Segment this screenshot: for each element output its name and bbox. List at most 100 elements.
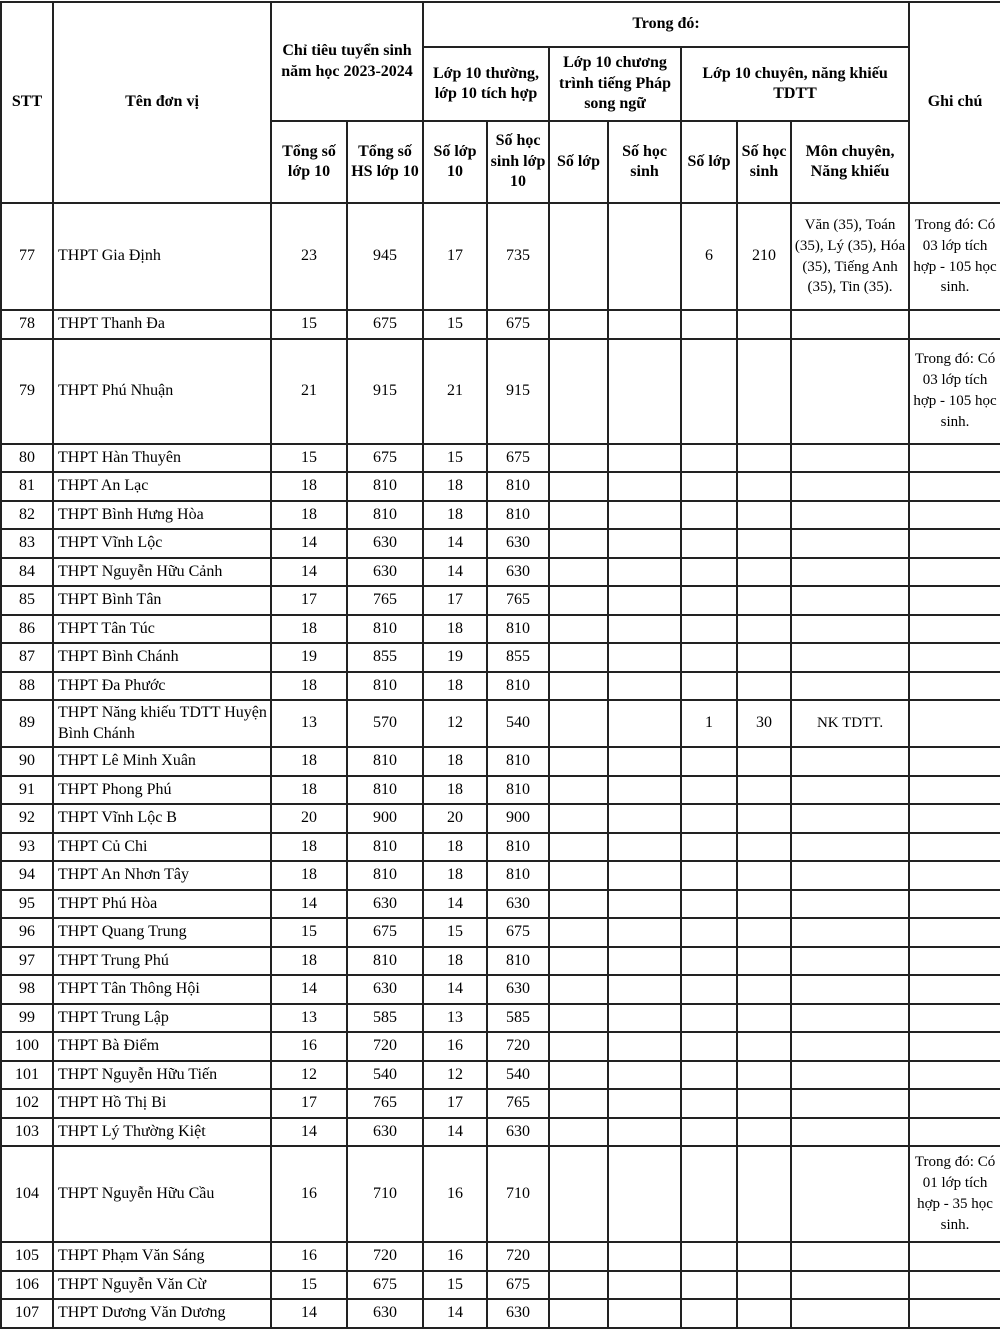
cell-ch-hs (736, 613, 793, 644)
table-header: STT Tên đơn vị Chỉ tiêu tuyển sinh năm h… (0, 1, 1000, 204)
cell-th-hs: 675 (486, 309, 551, 340)
cell-th-hs: 765 (486, 1088, 551, 1119)
cell-tong-lop: 18 (270, 613, 348, 644)
cell-ch-hs (736, 831, 793, 862)
cell-th-lop: 13 (422, 1002, 489, 1033)
cell-ph-lop (548, 1088, 610, 1119)
cell-note (908, 642, 1000, 673)
cell-ph-hs (607, 613, 683, 644)
cell-ph-hs (607, 1088, 683, 1119)
cell-name: THPT An Nhơn Tây (52, 860, 272, 891)
cell-name: THPT Dương Văn Dương (52, 1298, 272, 1329)
cell-th-lop: 17 (422, 585, 489, 616)
cell-th-lop: 17 (422, 202, 489, 311)
cell-mon (790, 528, 911, 559)
cell-tong-hs: 900 (345, 803, 425, 834)
cell-ph-lop (548, 556, 610, 587)
cell-ch-lop (680, 471, 739, 502)
cell-mon (790, 442, 911, 473)
cell-ph-hs (607, 1269, 683, 1300)
cell-tong-lop: 16 (270, 1145, 348, 1243)
cell-note (908, 1298, 1000, 1329)
cell-th-lop: 18 (422, 746, 489, 777)
cell-name: THPT Trung Phú (52, 945, 272, 976)
table-row: 90 THPT Lê Minh Xuân 18 810 18 810 (0, 746, 1000, 777)
header-ghi-chu: Ghi chú (908, 1, 1000, 204)
cell-stt: 82 (0, 499, 54, 530)
cell-tong-hs: 810 (345, 471, 425, 502)
cell-tong-lop: 12 (270, 1059, 348, 1090)
cell-tong-hs: 585 (345, 1002, 425, 1033)
cell-th-hs: 810 (486, 670, 551, 701)
cell-ch-hs (736, 888, 793, 919)
table-row: 103 THPT Lý Thường Kiệt 14 630 14 630 (0, 1116, 1000, 1147)
cell-th-lop: 15 (422, 309, 489, 340)
cell-ph-lop (548, 1031, 610, 1062)
table-row: 98 THPT Tân Thông Hội 14 630 14 630 (0, 974, 1000, 1005)
cell-ph-lop (548, 585, 610, 616)
cell-th-lop: 18 (422, 860, 489, 891)
cell-note (908, 670, 1000, 701)
cell-name: THPT Đa Phước (52, 670, 272, 701)
cell-th-hs: 915 (486, 337, 551, 445)
cell-ch-lop (680, 499, 739, 530)
cell-ph-hs (607, 1031, 683, 1062)
cell-name: THPT Tân Túc (52, 613, 272, 644)
table-row: 99 THPT Trung Lập 13 585 13 585 (0, 1002, 1000, 1033)
cell-ph-hs (607, 499, 683, 530)
cell-th-lop: 14 (422, 556, 489, 587)
cell-ch-lop (680, 746, 739, 777)
cell-ph-lop (548, 613, 610, 644)
cell-th-lop: 20 (422, 803, 489, 834)
cell-note (908, 528, 1000, 559)
cell-ph-hs (607, 337, 683, 445)
cell-note (908, 1241, 1000, 1272)
cell-tong-lop: 18 (270, 499, 348, 530)
cell-ph-lop (548, 774, 610, 805)
cell-tong-lop: 18 (270, 945, 348, 976)
cell-note (908, 1269, 1000, 1300)
cell-stt: 93 (0, 831, 54, 862)
cell-th-hs: 630 (486, 888, 551, 919)
cell-name: THPT Nguyễn Hữu Cầu (52, 1145, 272, 1243)
cell-ch-lop (680, 1031, 739, 1062)
cell-note (908, 442, 1000, 473)
table-row: 91 THPT Phong Phú 18 810 18 810 (0, 774, 1000, 805)
cell-ch-hs (736, 1002, 793, 1033)
table-row: 77 THPT Gia Định 23 945 17 735 6 210 Văn (35), T… (0, 202, 1000, 311)
cell-ch-hs (736, 1116, 793, 1147)
cell-tong-lop: 18 (270, 670, 348, 701)
cell-stt: 94 (0, 860, 54, 891)
cell-th-hs: 710 (486, 1145, 551, 1243)
cell-note: Trong đó: Có 03 lớp tích hợp - 105 học s… (908, 202, 1000, 311)
cell-ch-lop (680, 1145, 739, 1243)
table-row: 104 THPT Nguyễn Hữu Cầu 16 710 16 710 Trong đó… (0, 1145, 1000, 1243)
cell-note (908, 556, 1000, 587)
cell-note (908, 613, 1000, 644)
cell-note (908, 699, 1000, 748)
cell-th-hs: 720 (486, 1241, 551, 1272)
cell-th-lop: 15 (422, 917, 489, 948)
header-ten-don-vi: Tên đơn vị (52, 1, 272, 204)
cell-stt: 100 (0, 1031, 54, 1062)
cell-ch-hs (736, 309, 793, 340)
cell-tong-lop: 18 (270, 860, 348, 891)
cell-ch-hs (736, 974, 793, 1005)
cell-tong-lop: 18 (270, 774, 348, 805)
cell-note (908, 1031, 1000, 1062)
cell-ph-hs (607, 974, 683, 1005)
cell-ph-lop (548, 337, 610, 445)
cell-ch-lop (680, 888, 739, 919)
cell-note (908, 471, 1000, 502)
cell-ph-hs (607, 1059, 683, 1090)
cell-ph-hs (607, 746, 683, 777)
cell-th-hs: 630 (486, 556, 551, 587)
cell-tong-lop: 14 (270, 974, 348, 1005)
cell-mon (790, 1298, 911, 1329)
cell-ch-hs (736, 1031, 793, 1062)
cell-tong-hs: 810 (345, 613, 425, 644)
cell-mon (790, 499, 911, 530)
cell-th-hs: 720 (486, 1031, 551, 1062)
cell-mon (790, 803, 911, 834)
cell-ch-lop (680, 1116, 739, 1147)
